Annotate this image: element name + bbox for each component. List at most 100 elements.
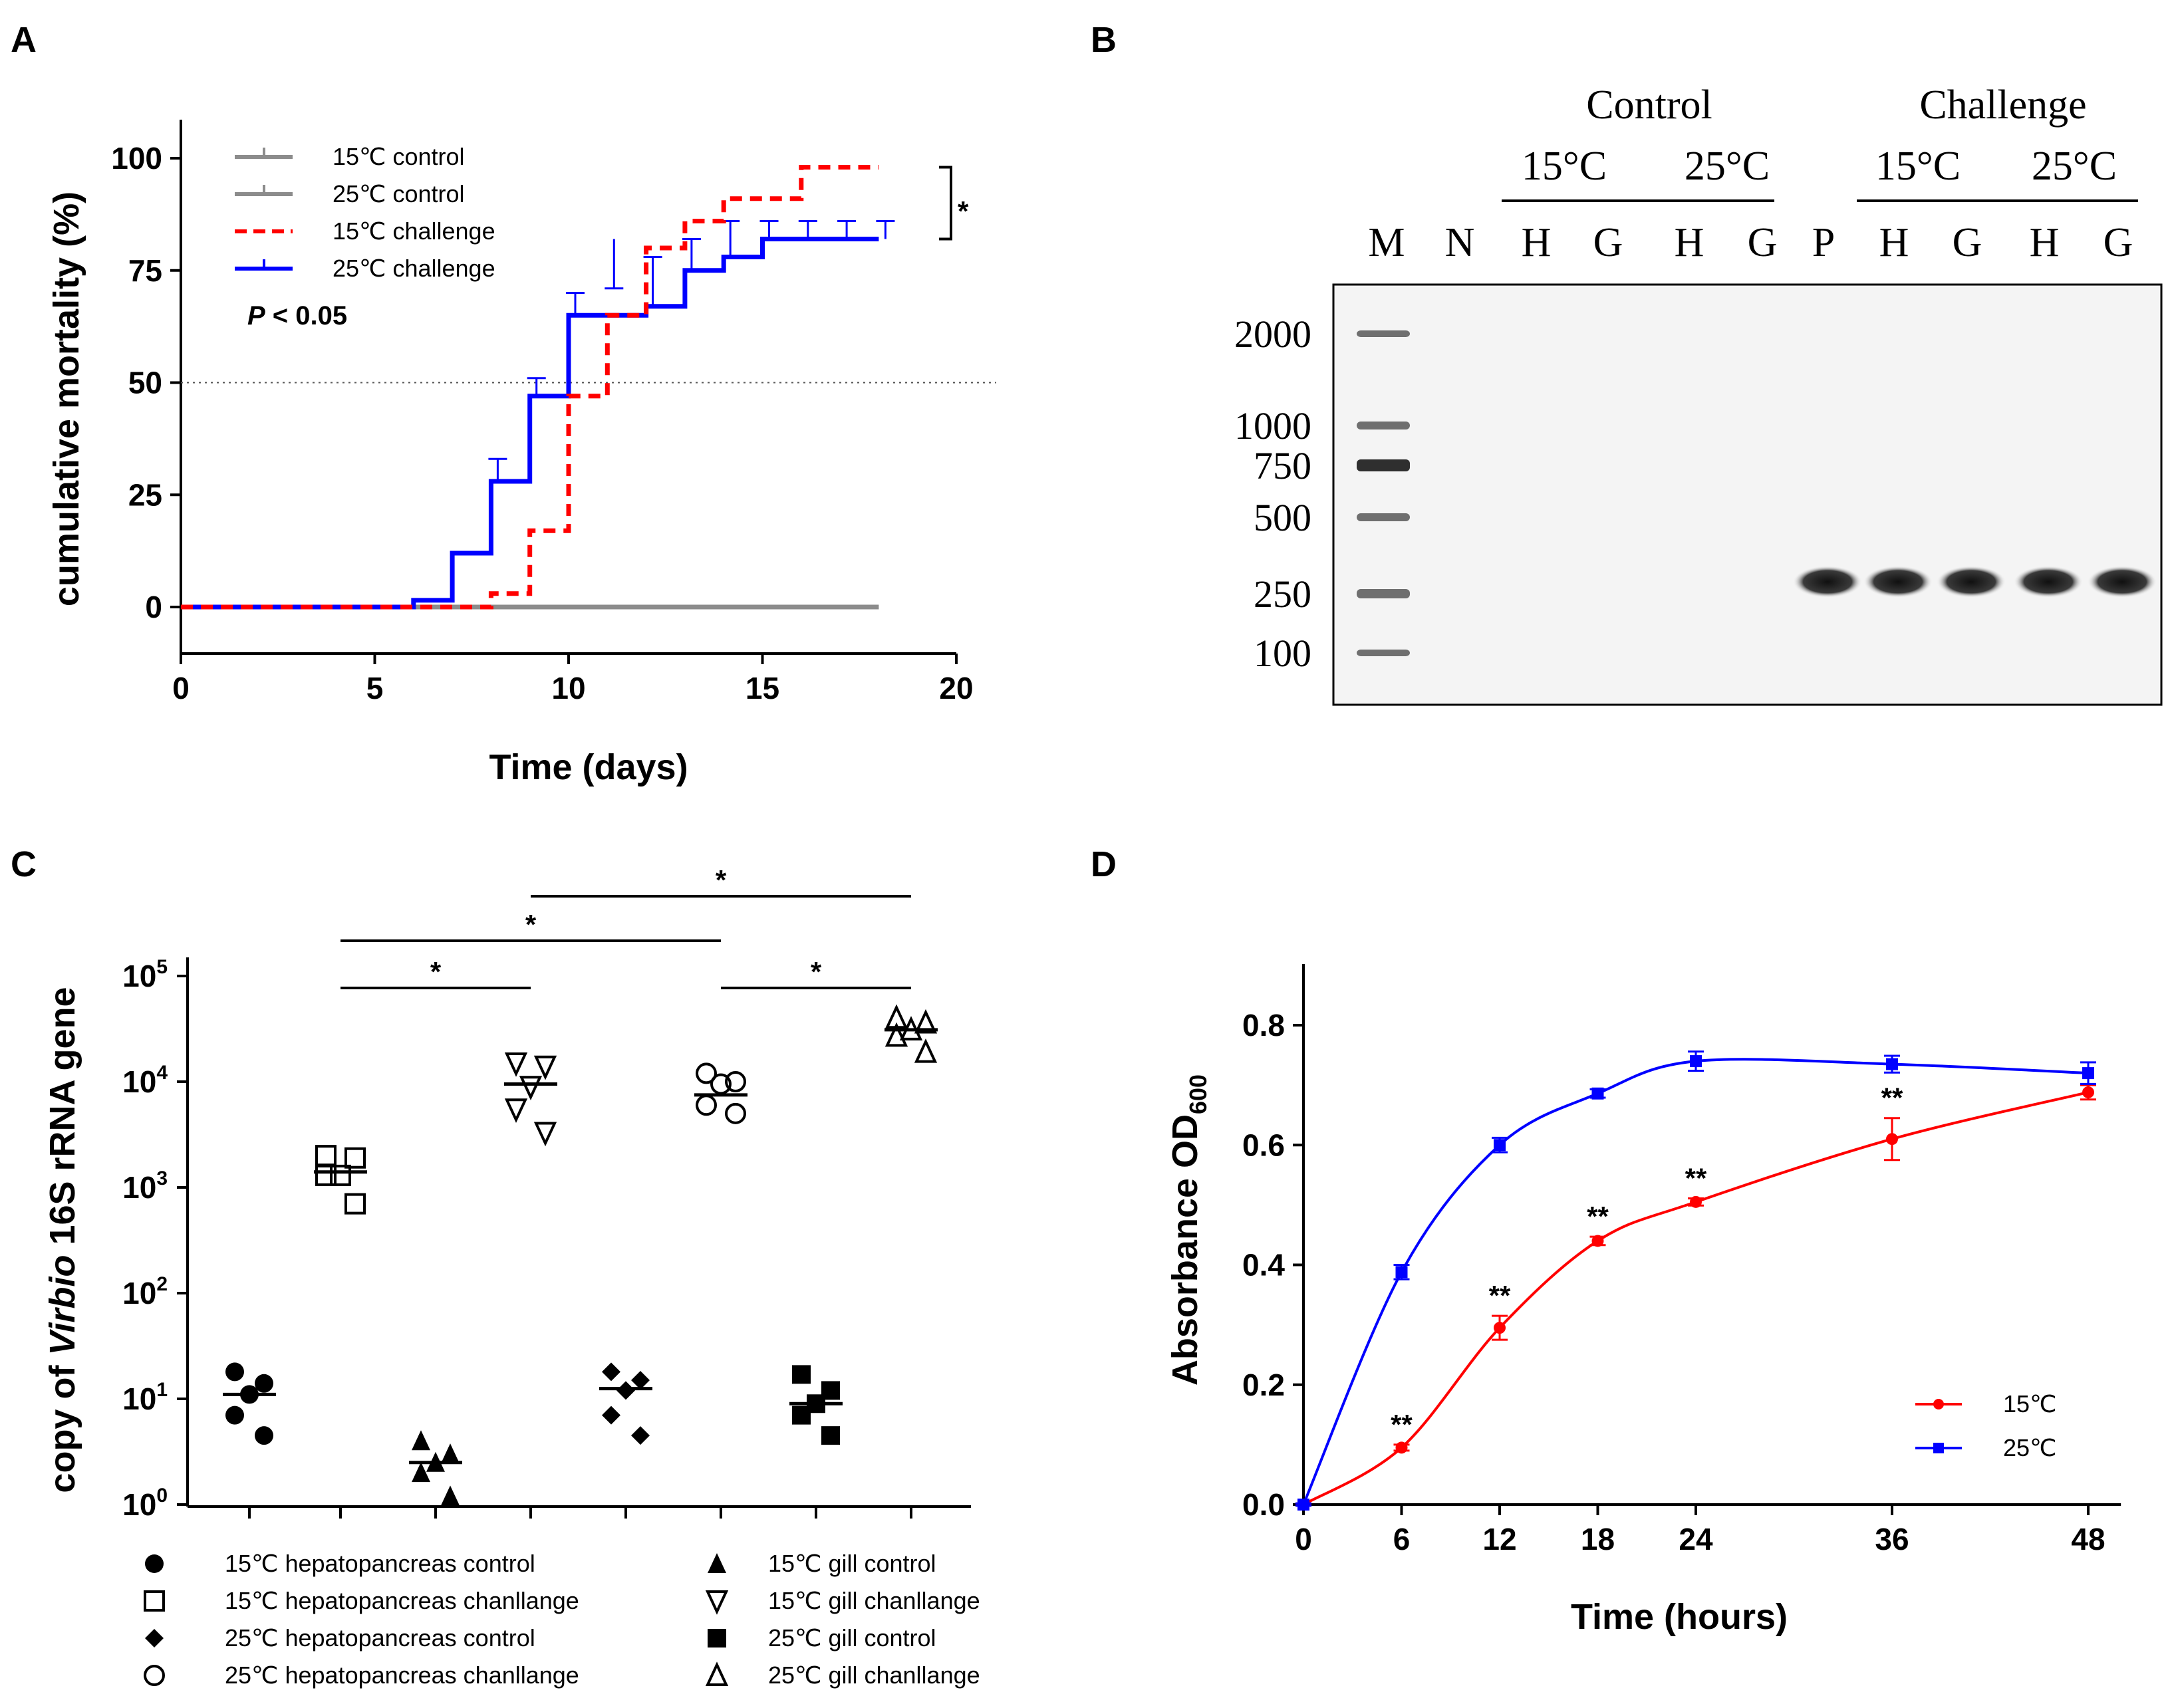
significance-star: * [716,864,727,896]
axis-title-x: Time (hours) [1571,1597,1788,1637]
data-point [533,1055,557,1080]
temp-label: 15°C [1875,144,1961,189]
survival-chart: Time (days) cumulative mortality (%) P <… [47,120,996,787]
y-tick-label: 105 [122,956,168,993]
marker-band [1357,422,1410,429]
x-tick-label: 0 [1295,1522,1312,1556]
data-point [426,1451,445,1472]
legend-marker [1933,1443,1944,1453]
panel-label-d: D [1091,844,1117,884]
series-line [1302,1090,2089,1506]
growth-chart: Time (hours) Absorbance OD600 0 6 12 18 24 36… [1165,964,2121,1637]
x-tick-label: 12 [1482,1522,1516,1556]
temp-label: 25°C [1685,144,1770,189]
pcr-band [2088,566,2157,598]
data-point [225,1362,244,1382]
legend-marker [708,1629,726,1647]
data-point [631,1426,650,1445]
marker-size-label: 1000 [1234,404,1311,447]
panel-label-b: B [1091,20,1117,60]
data-point [1494,1139,1506,1152]
data-point [1690,1055,1702,1068]
data-point [616,1381,635,1400]
data-point [792,1365,811,1384]
y-tick-label: 0.2 [1242,1368,1285,1402]
significance-star: ** [1587,1201,1609,1232]
y-tick-label: 100 [111,141,162,176]
lane-label: G [1953,220,1982,265]
significance-star: ** [1391,1409,1413,1440]
legend-marker [708,1553,726,1573]
lane-label: G [1593,220,1623,265]
x-tick-label: 36 [1875,1522,1909,1556]
data-point [315,1145,337,1167]
data-point [441,1485,460,1506]
tick-exp: 4 [156,1062,168,1084]
pvalue-prefix: P [247,301,265,330]
pvalue-label: P < 0.05 [247,301,347,330]
data-point [504,1052,528,1077]
lane-label: H [1879,220,1909,265]
data-point [2082,1086,2094,1098]
significance-star: ** [1489,1280,1511,1311]
data-point [914,1009,938,1034]
data-point [1690,1195,1702,1208]
ylabel-main: Absorbance OD [1165,1114,1205,1386]
x-tick-label: 10 [551,671,585,705]
data-point [225,1405,244,1425]
legend-label: 25℃ gill control [768,1624,936,1651]
series-line-15C-challenge [181,165,879,610]
legend-label: 15℃ [2003,1390,2056,1417]
axis-title-y: Absorbance OD600 [1165,1074,1212,1386]
lane-label: G [2104,220,2133,265]
data-point [344,1147,366,1169]
data-point [519,1076,543,1101]
data-point [1886,1133,1898,1146]
tick-exp: 5 [156,956,168,978]
data-point [412,1430,430,1451]
marker-band [1357,513,1410,521]
marker-band [1357,330,1410,337]
y-tick-label: 104 [122,1062,168,1099]
significance-bracket [939,166,952,241]
x-tick-label: 0 [172,671,190,705]
tick-base: 10 [122,1382,156,1416]
axis-title-y: copy of Virbio 16S rRNA gene [43,987,82,1493]
data-point [255,1374,273,1393]
x-tick-label: 5 [366,671,384,705]
y-tick-label: 50 [128,366,162,400]
lane-label: G [1748,220,1778,265]
tick-base: 10 [122,1276,156,1310]
ylabel-italic: Virbio [43,1255,82,1356]
data-point [899,1016,923,1040]
marker-size-label: 250 [1254,572,1311,616]
data-point [792,1405,811,1425]
legend-label: 25℃ gill chanllange [768,1661,980,1689]
y-tick-label: 25 [128,477,162,512]
data-point [602,1405,620,1425]
significance-star: ** [1685,1162,1707,1193]
x-tick-label: 18 [1581,1522,1615,1556]
legend-label: 25℃ [2003,1434,2056,1461]
data-point [1591,1087,1604,1100]
lane-label: H [2030,220,2060,265]
legend-marker [1933,1399,1944,1409]
data-point [240,1385,259,1404]
legend-label: 15℃ hepatopancreas chanllange [225,1587,579,1614]
legend-label: 25℃ control [333,180,465,207]
pvalue-suffix: < 0.05 [265,301,347,330]
y-tick-label: 0.0 [1242,1487,1285,1522]
temp-label: 25°C [2032,144,2117,189]
y-tick-label: 0 [145,590,162,624]
x-tick-label: 6 [1393,1522,1411,1556]
data-point [696,1062,717,1084]
legend-marker [144,1665,165,1686]
axis-title-y: cumulative mortality (%) [47,191,86,606]
y-tick-label: 0.6 [1242,1128,1285,1162]
data-point [441,1443,460,1464]
tick-exp: 1 [156,1379,168,1401]
pcr-band [1863,566,1933,598]
axis-title-x: Time (days) [489,747,688,787]
tick-base: 10 [122,1170,156,1205]
